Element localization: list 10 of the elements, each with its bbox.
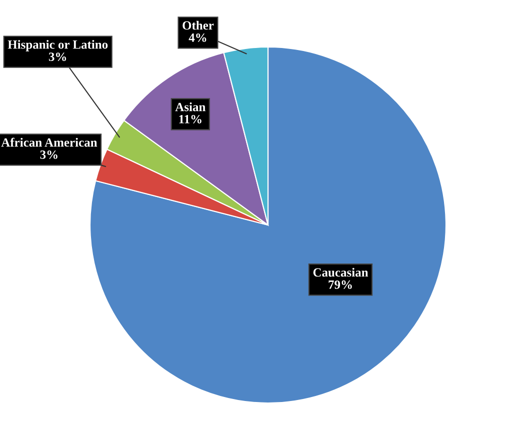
data-label: 3% [48, 52, 66, 62]
data-label: 79% [328, 280, 352, 289]
slice-label: Caucasian [313, 268, 368, 277]
data-label: 4% [188, 33, 206, 42]
data-label: 11% [179, 114, 202, 124]
slice-label: Hispanic or Latino [8, 40, 108, 52]
data-label: 3% [40, 150, 58, 159]
slice-label: Other [182, 20, 214, 30]
slice-label: Asian [175, 102, 206, 112]
slice-label: African American [1, 138, 98, 147]
